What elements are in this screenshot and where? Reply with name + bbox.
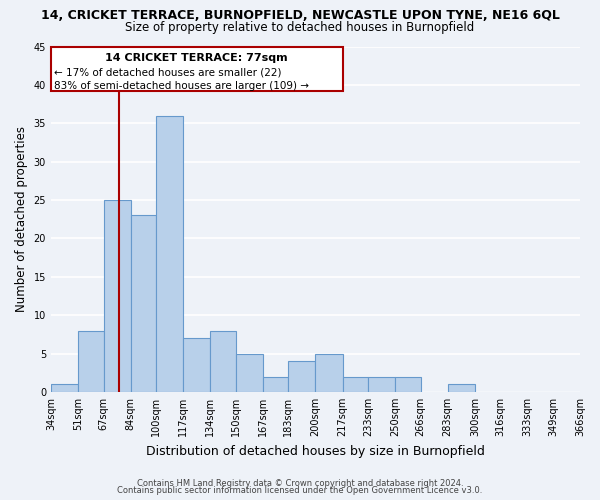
Bar <box>78 330 104 392</box>
Text: ← 17% of detached houses are smaller (22): ← 17% of detached houses are smaller (22… <box>54 68 281 78</box>
Bar <box>210 330 236 392</box>
Bar <box>51 384 78 392</box>
Text: 14 CRICKET TERRACE: 77sqm: 14 CRICKET TERRACE: 77sqm <box>106 54 288 64</box>
Y-axis label: Number of detached properties: Number of detached properties <box>15 126 28 312</box>
Bar <box>316 354 343 392</box>
Bar <box>183 338 210 392</box>
Bar <box>236 354 263 392</box>
Text: Contains public sector information licensed under the Open Government Licence v3: Contains public sector information licen… <box>118 486 482 495</box>
Text: Contains HM Land Registry data © Crown copyright and database right 2024.: Contains HM Land Registry data © Crown c… <box>137 478 463 488</box>
Bar <box>289 361 316 392</box>
Text: 14, CRICKET TERRACE, BURNOPFIELD, NEWCASTLE UPON TYNE, NE16 6QL: 14, CRICKET TERRACE, BURNOPFIELD, NEWCAS… <box>41 9 559 22</box>
Bar <box>263 376 289 392</box>
Bar <box>395 376 421 392</box>
Text: Size of property relative to detached houses in Burnopfield: Size of property relative to detached ho… <box>125 21 475 34</box>
Bar <box>368 376 395 392</box>
Bar <box>104 200 131 392</box>
Bar <box>156 116 183 392</box>
Bar <box>131 216 156 392</box>
Bar <box>343 376 368 392</box>
X-axis label: Distribution of detached houses by size in Burnopfield: Distribution of detached houses by size … <box>146 444 485 458</box>
Bar <box>448 384 475 392</box>
FancyBboxPatch shape <box>51 46 343 91</box>
Text: 83% of semi-detached houses are larger (109) →: 83% of semi-detached houses are larger (… <box>54 81 309 91</box>
